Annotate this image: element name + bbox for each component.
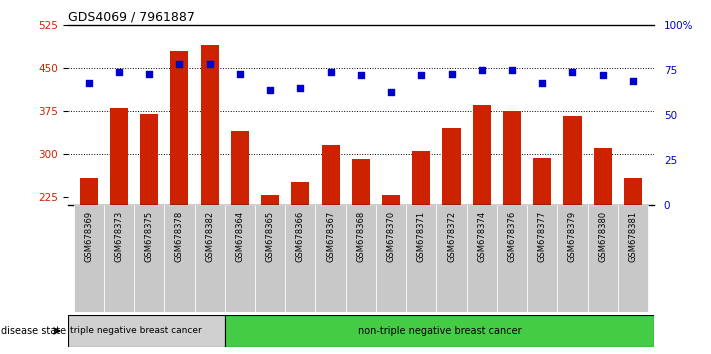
- Bar: [68, 315, 225, 347]
- Point: [537, 80, 548, 85]
- Point: [627, 78, 638, 84]
- Bar: [437, 205, 466, 312]
- Text: triple negative breast cancer: triple negative breast cancer: [70, 326, 201, 336]
- Text: GSM678376: GSM678376: [508, 211, 516, 262]
- Bar: [321, 145, 340, 326]
- Bar: [171, 51, 188, 326]
- Bar: [557, 205, 587, 312]
- Point: [476, 67, 488, 73]
- Point: [385, 89, 397, 95]
- Bar: [594, 148, 611, 326]
- Point: [264, 87, 276, 93]
- Bar: [140, 114, 159, 326]
- Point: [113, 69, 124, 75]
- Text: GSM678373: GSM678373: [114, 211, 124, 262]
- Point: [506, 67, 518, 73]
- Text: GSM678377: GSM678377: [538, 211, 547, 262]
- Text: disease state: disease state: [1, 326, 66, 336]
- Bar: [285, 205, 316, 312]
- Text: GSM678370: GSM678370: [387, 211, 395, 262]
- Point: [173, 62, 185, 67]
- Bar: [255, 205, 285, 312]
- Text: GSM678382: GSM678382: [205, 211, 214, 262]
- Text: GSM678380: GSM678380: [598, 211, 607, 262]
- Point: [234, 71, 245, 76]
- Bar: [563, 116, 582, 326]
- Bar: [195, 205, 225, 312]
- Bar: [225, 315, 654, 347]
- Text: GSM678368: GSM678368: [356, 211, 365, 262]
- Bar: [466, 205, 497, 312]
- Bar: [442, 128, 461, 326]
- Bar: [316, 205, 346, 312]
- Bar: [624, 178, 642, 326]
- Bar: [497, 205, 527, 312]
- Text: GSM678367: GSM678367: [326, 211, 335, 262]
- Bar: [134, 205, 164, 312]
- Text: GSM678366: GSM678366: [296, 211, 305, 262]
- Bar: [618, 205, 648, 312]
- Bar: [527, 205, 557, 312]
- Text: GSM678374: GSM678374: [477, 211, 486, 262]
- Text: GSM678372: GSM678372: [447, 211, 456, 262]
- Bar: [346, 205, 376, 312]
- Point: [597, 73, 609, 78]
- Point: [83, 80, 95, 85]
- Bar: [412, 151, 430, 326]
- Point: [325, 69, 336, 75]
- Text: GSM678381: GSM678381: [629, 211, 638, 262]
- Text: GSM678369: GSM678369: [84, 211, 93, 262]
- Bar: [292, 182, 309, 326]
- Bar: [352, 159, 370, 326]
- Bar: [104, 205, 134, 312]
- Point: [416, 73, 427, 78]
- Bar: [80, 178, 98, 326]
- Bar: [261, 195, 279, 326]
- Point: [204, 62, 215, 67]
- Text: GSM678375: GSM678375: [144, 211, 154, 262]
- Bar: [74, 205, 104, 312]
- Bar: [382, 195, 400, 326]
- Bar: [225, 205, 255, 312]
- Point: [356, 73, 367, 78]
- Bar: [473, 105, 491, 326]
- Point: [567, 69, 578, 75]
- Text: non-triple negative breast cancer: non-triple negative breast cancer: [358, 326, 521, 336]
- Bar: [164, 205, 195, 312]
- Text: GDS4069 / 7961887: GDS4069 / 7961887: [68, 11, 194, 24]
- Bar: [587, 205, 618, 312]
- Bar: [406, 205, 437, 312]
- Bar: [533, 158, 551, 326]
- Bar: [110, 108, 128, 326]
- Text: GSM678378: GSM678378: [175, 211, 184, 262]
- Bar: [503, 111, 521, 326]
- Text: GSM678371: GSM678371: [417, 211, 426, 262]
- Point: [144, 71, 155, 76]
- Bar: [231, 131, 249, 326]
- Text: GSM678379: GSM678379: [568, 211, 577, 262]
- Bar: [201, 45, 219, 326]
- Text: GSM678364: GSM678364: [235, 211, 245, 262]
- Text: GSM678365: GSM678365: [266, 211, 274, 262]
- Bar: [376, 205, 406, 312]
- Point: [446, 71, 457, 76]
- Point: [294, 85, 306, 91]
